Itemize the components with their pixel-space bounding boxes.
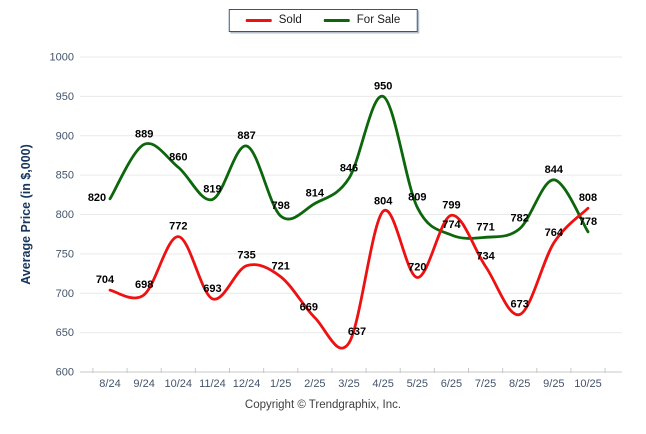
y-tick-label: 900 [56,130,74,142]
data-label-for-sale: 889 [135,128,153,140]
y-tick-label: 800 [56,209,74,221]
x-tick-label: 11/24 [199,378,226,390]
x-tick-label: 9/25 [543,378,564,390]
x-tick-label: 7/25 [475,378,496,390]
data-label-sold: 721 [272,261,290,273]
chart-legend: Sold For Sale [228,9,418,32]
y-tick-label: 950 [56,91,74,103]
x-tick-label: 12/24 [233,378,261,390]
data-label-for-sale: 782 [511,213,529,225]
for-sale-line-swatch-icon [323,18,350,22]
y-axis-title: Average Price (in $,000) [19,144,33,285]
data-label-for-sale: 774 [442,219,461,231]
copyright-text: Copyright © Trendgraphix, Inc. [244,399,402,411]
data-label-sold: 693 [203,283,221,295]
data-label-for-sale: 798 [272,200,290,212]
data-label-for-sale: 860 [169,151,187,163]
x-tick-label: 2/25 [304,378,325,390]
data-label-for-sale: 771 [476,221,494,233]
x-tick-label: 1/25 [270,378,291,390]
x-tick-label: 8/25 [509,378,530,390]
x-tick-label: 9/24 [133,378,154,390]
data-label-sold: 804 [374,195,393,207]
y-tick-label: 850 [56,170,74,182]
data-label-for-sale: 814 [306,187,325,199]
data-label-for-sale: 820 [88,192,106,204]
data-label-for-sale: 809 [408,191,426,203]
data-label-sold: 734 [476,250,495,262]
legend-label-sold: Sold [278,14,302,26]
sold-line-swatch-icon [245,18,272,22]
y-tick-label: 700 [56,288,74,300]
data-label-sold: 669 [300,302,318,314]
data-label-sold: 698 [135,279,153,291]
data-label-sold: 704 [96,274,115,286]
x-tick-label: 3/25 [338,378,359,390]
data-label-sold: 637 [348,326,366,338]
x-tick-label: 5/25 [407,378,428,390]
series-line-for-sale [108,94,590,240]
data-label-sold: 772 [169,221,187,233]
data-label-for-sale: 778 [579,216,597,228]
x-tick-label: 6/25 [441,378,462,390]
y-tick-label: 650 [56,327,74,339]
x-tick-label: 10/25 [574,378,602,390]
legend-label-for-sale: For Sale [356,14,401,26]
data-label-for-sale: 846 [340,162,358,174]
data-label-sold: 808 [579,192,597,204]
data-label-sold: 764 [545,227,564,239]
y-tick-label: 600 [56,367,74,379]
data-label-sold: 735 [237,250,255,262]
data-label-for-sale: 887 [237,130,255,142]
legend-item-sold: Sold [245,14,302,26]
x-tick-label: 8/24 [99,378,120,390]
data-label-sold: 673 [511,299,529,311]
x-tick-label: 4/25 [372,378,393,390]
data-label-for-sale: 950 [374,80,392,92]
data-label-for-sale: 844 [545,164,564,176]
x-tick-label: 10/24 [165,378,193,390]
series-line-sold [108,206,590,350]
y-tick-label: 1000 [50,52,74,64]
data-label-for-sale: 819 [203,184,221,196]
y-tick-label: 750 [56,248,74,260]
data-label-sold: 720 [408,262,426,274]
legend-item-for-sale: For Sale [323,14,401,26]
data-label-sold: 799 [442,199,460,211]
